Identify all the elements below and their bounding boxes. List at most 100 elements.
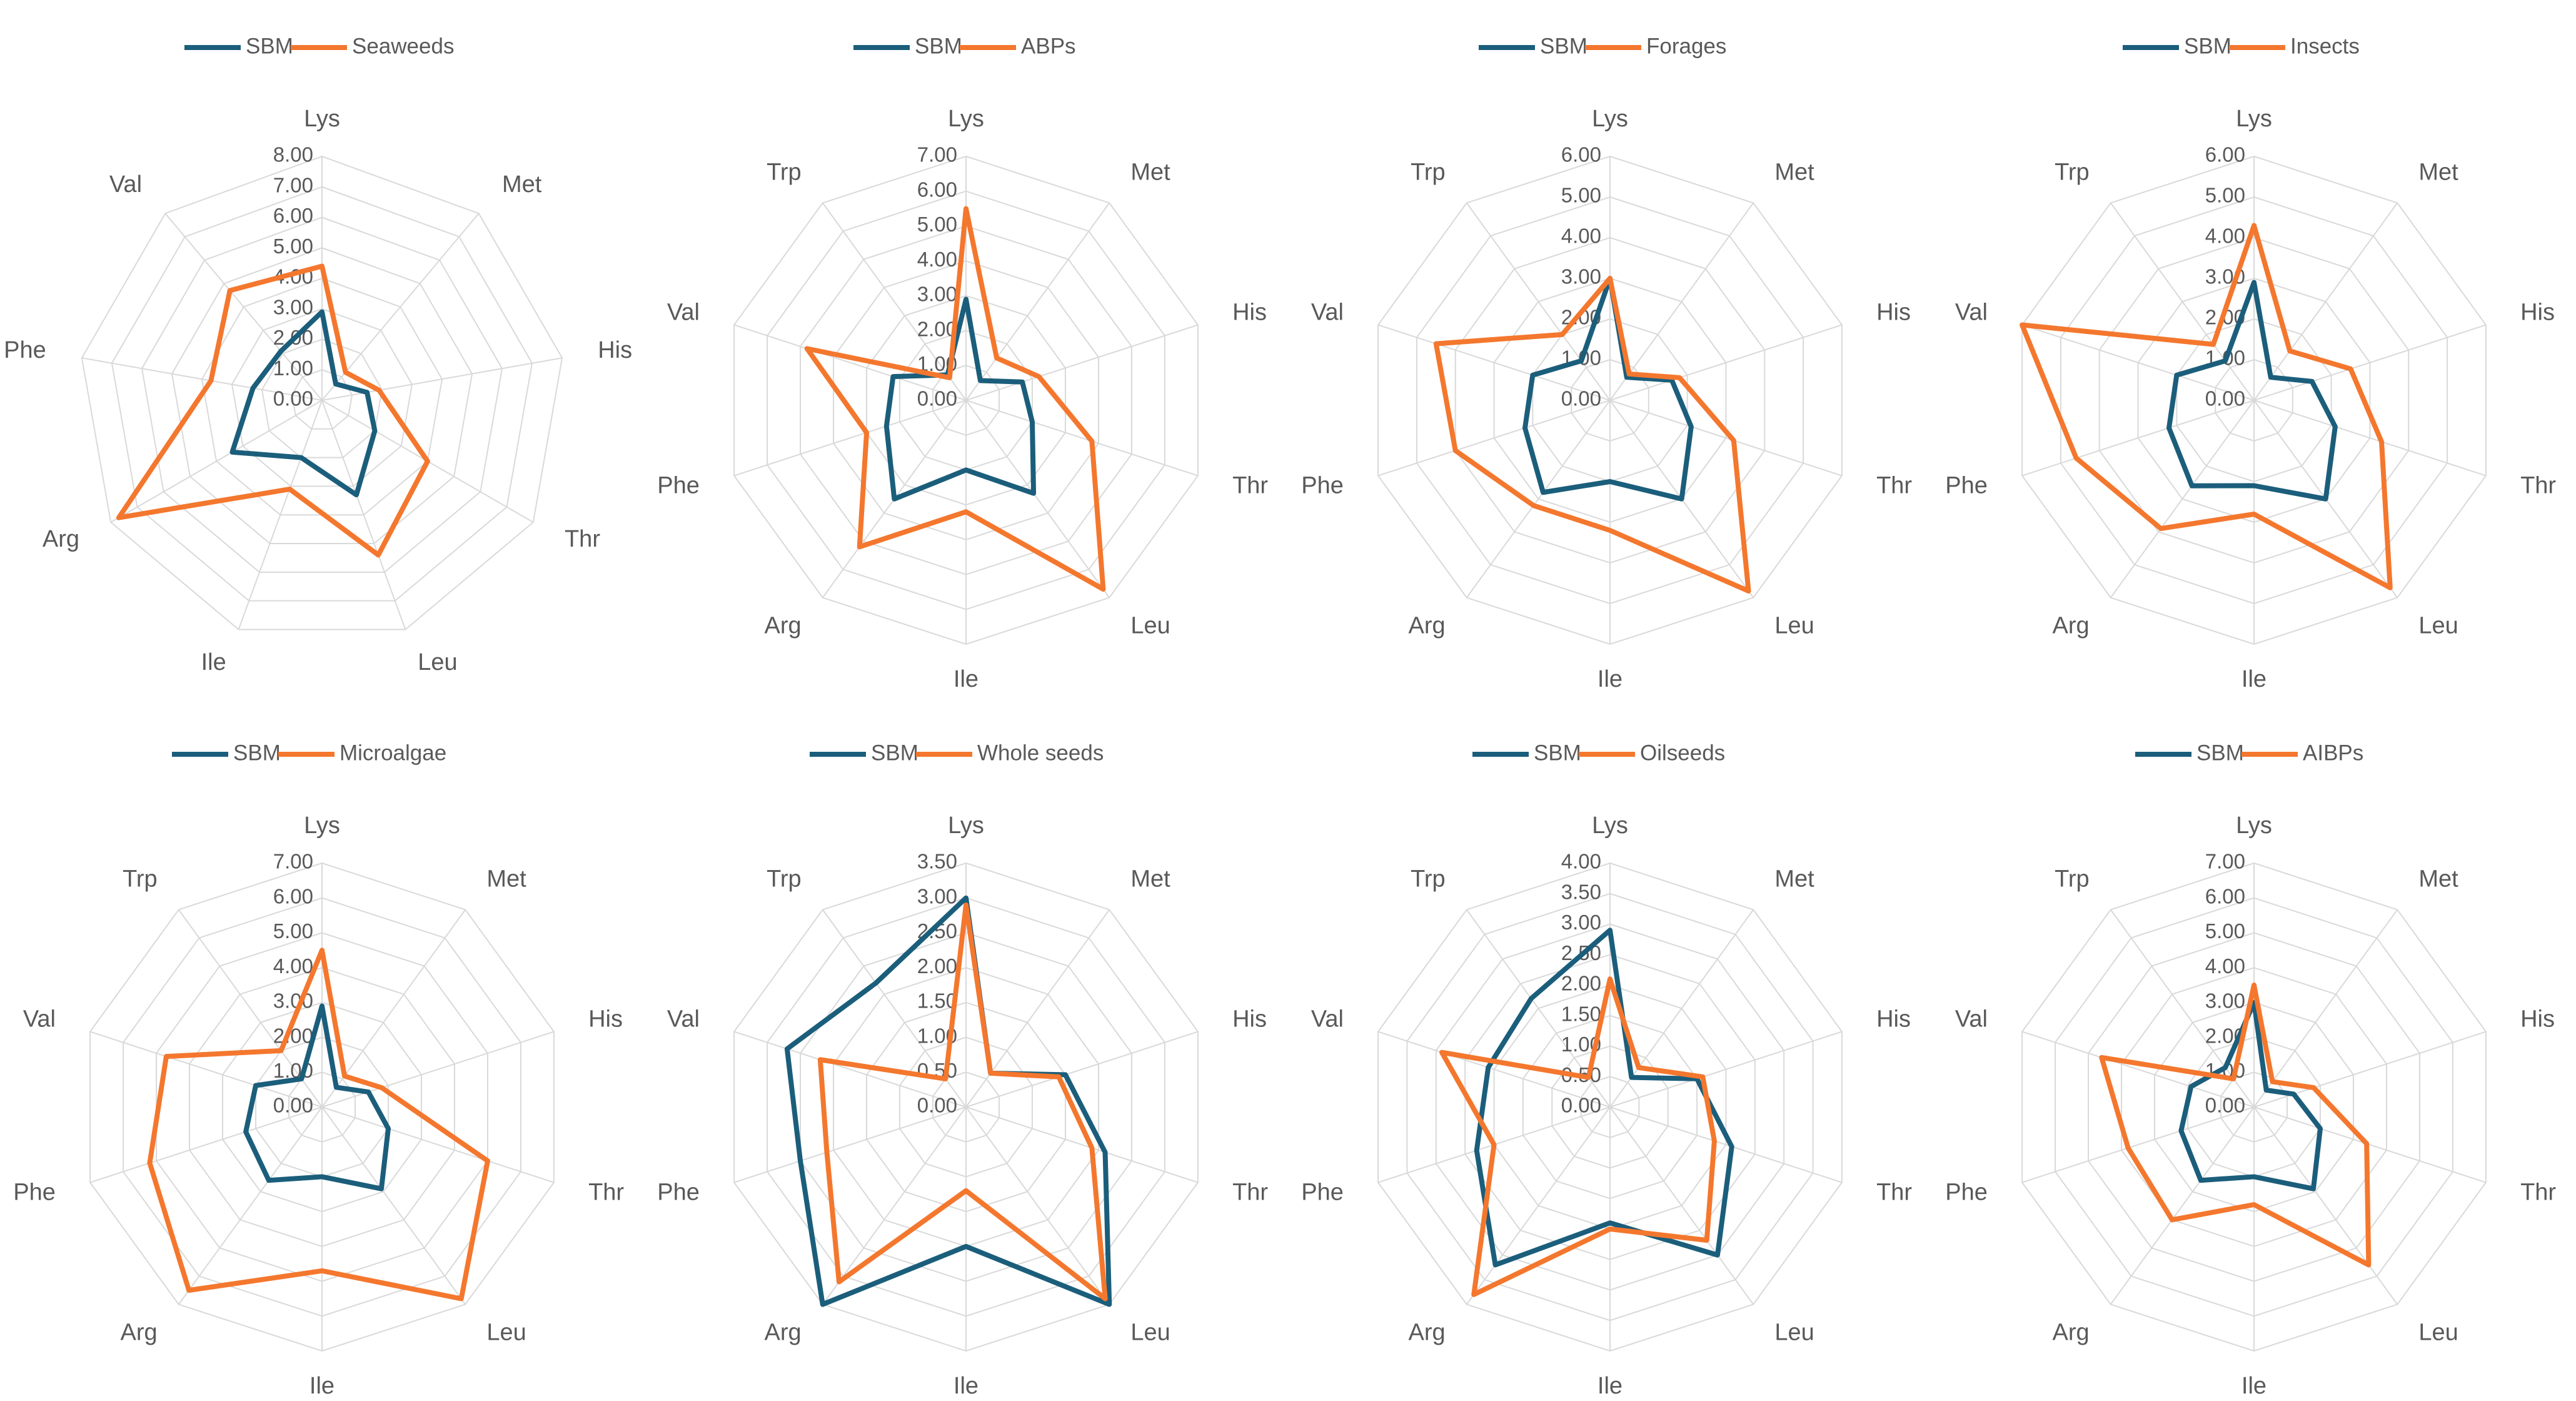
series-line	[1439, 976, 1717, 1297]
series-line	[2099, 983, 2372, 1268]
axis-label: His	[2520, 1006, 2555, 1033]
axis-label: His	[1232, 1006, 1267, 1033]
tick-label: 1.50	[1561, 1002, 1601, 1025]
axis-label: Val	[667, 1006, 700, 1033]
legend-label: Whole seeds	[977, 741, 1104, 765]
legend-label: SBM	[915, 34, 962, 58]
spoke	[2110, 909, 2255, 1108]
spoke	[2110, 400, 2255, 599]
spoke	[1609, 1106, 1754, 1305]
axis-label: Phe	[1945, 1179, 1988, 1205]
axis-label: Trp	[2055, 159, 2090, 186]
spoke	[2253, 400, 2487, 477]
spoke	[822, 202, 967, 401]
spoke	[1609, 909, 1754, 1108]
tick-label: 1.50	[917, 989, 957, 1013]
axis-label: Phe	[657, 472, 700, 498]
axis-label: Leu	[1130, 1319, 1170, 1345]
legend-label: Oilseeds	[1640, 741, 1725, 765]
tick-label: 6.00	[2205, 884, 2245, 908]
tick-label: 3.50	[917, 850, 957, 873]
spoke	[1466, 909, 1611, 1108]
axis-label: Met	[486, 866, 526, 893]
spoke	[965, 1106, 1199, 1183]
tick-label: 3.00	[917, 884, 957, 908]
spoke	[822, 1106, 967, 1305]
axis-label: Thr	[588, 1179, 624, 1205]
tick-label: 2.00	[1561, 972, 1601, 995]
spoke	[2253, 324, 2487, 401]
spoke	[1609, 324, 1843, 401]
axis-label: Ile	[201, 649, 226, 675]
grid-ring	[111, 186, 533, 602]
tick-label: 6.00	[2205, 143, 2245, 166]
tick-label: 6.00	[273, 884, 313, 908]
axis-label: Ile	[1597, 1373, 1623, 1399]
axis-label: Arg	[765, 612, 802, 639]
spoke	[2253, 1106, 2398, 1305]
spoke	[965, 1031, 1199, 1108]
tick-label: 4.00	[1561, 225, 1601, 248]
spoke	[822, 909, 967, 1108]
tick-label: 3.00	[1561, 911, 1601, 934]
legend-label: Insects	[2290, 34, 2360, 58]
axis-label: Ile	[953, 666, 979, 692]
series-line	[804, 206, 1106, 592]
tick-label: 4.00	[2205, 954, 2245, 978]
spoke	[2253, 909, 2398, 1108]
spoke	[1609, 1031, 1843, 1108]
axis-label: Trp	[767, 866, 802, 893]
axis-label: Lys	[1592, 106, 1628, 132]
grid-ring	[261, 338, 383, 458]
spoke	[1609, 400, 1843, 477]
axis-label: Leu	[418, 649, 457, 675]
legend-label: SBM	[2196, 741, 2244, 765]
tick-label: 0.00	[1561, 387, 1601, 410]
axis-label: Val	[1311, 300, 1344, 326]
axis-label: Phe	[4, 337, 46, 363]
axis-label: Val	[1311, 1006, 1344, 1033]
tick-label: 4.00	[917, 248, 957, 271]
axis-label: Arg	[765, 1319, 802, 1345]
axis-label: Met	[1130, 159, 1170, 186]
spoke	[110, 400, 323, 523]
grid-ring	[81, 155, 563, 630]
grid-ring	[231, 308, 413, 487]
axis-label: Val	[1955, 1006, 1988, 1033]
axis-label: His	[598, 337, 632, 363]
axis-label: Arg	[2053, 1319, 2090, 1345]
series-line	[1522, 276, 1694, 502]
spoke	[1466, 202, 1611, 401]
axis-label: Phe	[1301, 1179, 1344, 1205]
tick-label: 5.00	[2205, 184, 2245, 207]
axis-label: Ile	[2241, 666, 2267, 692]
tick-label: 5.00	[273, 235, 313, 258]
series-line	[2020, 223, 2393, 590]
tick-label: 0.00	[273, 387, 313, 410]
axis-label: Thr	[1876, 472, 1912, 498]
tick-label: 0.00	[1561, 1094, 1601, 1117]
axis-label: His	[588, 1006, 623, 1033]
spoke	[178, 1106, 323, 1305]
axis-label: Arg	[121, 1319, 158, 1345]
tick-label: 3.00	[917, 283, 957, 306]
axis-label: Phe	[1945, 472, 1988, 498]
axis-label: Ile	[2241, 1373, 2267, 1399]
spoke	[2021, 1031, 2255, 1108]
tick-label: 6.00	[1561, 143, 1601, 166]
axis-label: Met	[1130, 866, 1170, 893]
axis-label: Met	[1774, 159, 1814, 186]
spoke	[2021, 400, 2255, 477]
spoke	[965, 400, 1110, 599]
legend-label: SBM	[2184, 34, 2231, 58]
axis-label: Phe	[657, 1179, 700, 1205]
tick-label: 5.00	[917, 213, 957, 236]
tick-label: 0.00	[2205, 1094, 2245, 1117]
legend-label: SBM	[871, 741, 918, 765]
tick-label: 5.00	[273, 919, 313, 943]
spoke	[965, 324, 1199, 401]
legend-label: SBM	[233, 741, 281, 765]
axis-label: Thr	[1876, 1179, 1912, 1205]
spoke	[1377, 1031, 1611, 1108]
axis-label: Lys	[2236, 812, 2272, 839]
